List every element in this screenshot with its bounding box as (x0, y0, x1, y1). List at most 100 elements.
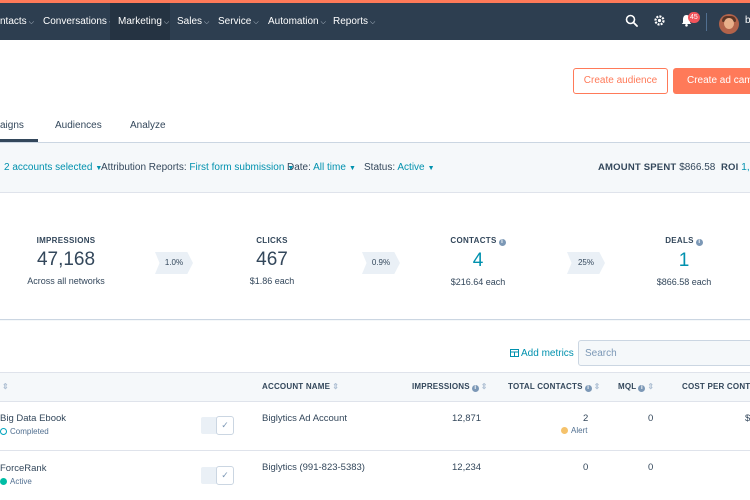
campaign-toggle[interactable]: ✓ (201, 466, 234, 485)
nav-divider (706, 13, 707, 31)
nav-item-marketing[interactable]: Marketing ⌵ (110, 3, 170, 40)
tab-campaigns[interactable]: aigns (0, 120, 24, 131)
metric-sub: $1.86 each (249, 276, 295, 286)
roi-label: ROI (721, 162, 739, 173)
caret-down-icon: ▼ (348, 165, 356, 172)
impressions-cell: 12,234 (452, 462, 482, 473)
clicks-metric: CLICKS 467 $1.86 each (202, 236, 342, 286)
metric-value[interactable]: 4 (472, 250, 484, 271)
nav-item-label: Marketing (118, 16, 162, 27)
column-label: IMPRESSIONS (412, 382, 470, 391)
amount-spent-value: $866.58 (679, 162, 716, 173)
column-total-contacts[interactable]: TOTAL CONTACTS i ⇕ (508, 382, 601, 392)
impressions-cell: 12,871 (452, 413, 482, 424)
status-filter[interactable]: Status: Active ▼ (364, 162, 435, 173)
add-metrics-button[interactable]: Add metrics (510, 348, 574, 359)
conversion-rate-chip: 25% (567, 252, 605, 274)
attribution-value: First form submission (189, 162, 285, 173)
chevron-down-icon: ⌵ (370, 19, 376, 26)
metric-label: DEALS (665, 236, 694, 245)
tab-audiences[interactable]: Audiences (55, 120, 102, 131)
info-icon[interactable]: i (471, 385, 479, 392)
metric-value: 467 (256, 249, 288, 270)
header-divider (0, 142, 750, 143)
columns-icon (510, 349, 519, 357)
metric-value[interactable]: 1 (678, 250, 690, 271)
date-value: All time (313, 162, 346, 173)
amount-spent-summary: AMOUNT SPENT $866.58 (598, 162, 715, 173)
mql-cell: 0 (648, 462, 654, 473)
accounts-filter-value: 2 accounts selected (4, 162, 93, 173)
tab-analyze[interactable]: Analyze (130, 120, 166, 131)
mql-cell: 0 (648, 413, 654, 424)
total-contacts-link[interactable]: 2 (583, 413, 589, 424)
account-menu-label[interactable]: b (745, 15, 750, 26)
create-audience-button[interactable]: Create audience (573, 68, 668, 94)
deals-metric: DEALS i 1 $866.58 each (614, 236, 750, 287)
account-name-cell: Biglytics Ad Account (262, 413, 348, 424)
status-value: Active (397, 162, 425, 173)
nav-item-automation[interactable]: Automation ⌵ (262, 3, 332, 40)
filter-divider (0, 192, 750, 193)
active-tab-indicator (0, 139, 38, 142)
info-icon[interactable]: i (638, 385, 646, 392)
nav-item-label: Conversations (43, 16, 107, 27)
conversion-rate-chip: 1.0% (155, 252, 193, 274)
nav-item-sales[interactable]: Sales ⌵ (171, 3, 215, 40)
campaign-status: Active (0, 477, 32, 486)
accounts-filter[interactable]: 2 accounts selected ▼ (4, 162, 102, 173)
alert-text: Alert (571, 426, 588, 435)
chevron-down-icon: ⌵ (204, 19, 210, 26)
create-ad-campaign-button[interactable]: Create ad camp (673, 68, 750, 94)
notification-count-badge: 45 (688, 12, 700, 23)
contacts-metric: CONTACTS i 4 $216.64 each (408, 236, 548, 287)
column-mql[interactable]: MQL i ⇕ (618, 382, 654, 392)
avatar[interactable] (719, 14, 739, 34)
metric-label: IMPRESSIONS (36, 236, 96, 245)
campaign-sort-control[interactable]: ⇕ (0, 382, 9, 391)
metric-sub: Across all networks (27, 276, 105, 286)
status-text: Active (10, 477, 32, 486)
column-account-name[interactable]: ACCOUNT NAME ⇕ (262, 382, 339, 391)
chevron-down-icon: ⌵ (253, 19, 259, 26)
metric-sub: $866.58 each (656, 277, 712, 287)
status-label: Status: (364, 162, 396, 173)
campaign-toggle[interactable]: ✓ (201, 416, 234, 435)
chevron-down-icon: ⌵ (163, 19, 170, 26)
nav-item-label: Service (218, 16, 252, 27)
amount-spent-label: AMOUNT SPENT (598, 162, 677, 173)
metric-label-row: DEALS i (614, 236, 750, 246)
nav-item-contacts[interactable]: ntacts ⌵ (0, 3, 38, 40)
metric-label-row: CONTACTS i (408, 236, 548, 246)
contacts-alert: Alert (561, 426, 587, 435)
caret-down-icon: ▼ (427, 165, 435, 172)
account-name-cell: Biglytics (991-823-5383) (262, 462, 365, 473)
metric-label: CLICKS (256, 236, 288, 245)
info-icon[interactable]: i (498, 239, 506, 246)
attribution-label: Attribution Reports: (101, 162, 187, 173)
column-impressions[interactable]: IMPRESSIONS i ⇕ (412, 382, 488, 392)
search-icon[interactable] (625, 14, 638, 30)
nav-item-service[interactable]: Service ⌵ (212, 3, 265, 40)
nav-item-reports[interactable]: Reports ⌵ (327, 3, 381, 40)
sort-icon: ⇕ (647, 382, 655, 391)
conversion-rate-chip: 0.9% (362, 252, 400, 274)
sort-icon: ⇕ (332, 382, 340, 391)
metric-label: CONTACTS (450, 236, 497, 245)
row-divider (0, 450, 750, 451)
info-icon[interactable]: i (584, 385, 592, 392)
info-icon[interactable]: i (695, 239, 703, 246)
column-cost-per-contact[interactable]: COST PER CONTACT (682, 382, 750, 391)
campaign-name-link[interactable]: ForceRank (0, 463, 47, 474)
gear-icon[interactable] (653, 14, 666, 30)
campaign-name-link[interactable]: Big Data Ebook (0, 413, 67, 424)
attribution-filter[interactable]: Attribution Reports: First form submissi… (101, 162, 294, 173)
table-header (0, 372, 750, 402)
sort-icon: ⇕ (593, 382, 601, 391)
search-input[interactable] (578, 340, 750, 366)
campaign-status: Completed (0, 427, 49, 436)
date-filter[interactable]: Date: All time ▼ (287, 162, 356, 173)
check-icon: ✓ (216, 416, 234, 435)
nav-item-conversations[interactable]: Conversations⌵ (37, 3, 120, 40)
impressions-metric: IMPRESSIONS 47,168 Across all networks (0, 236, 136, 286)
